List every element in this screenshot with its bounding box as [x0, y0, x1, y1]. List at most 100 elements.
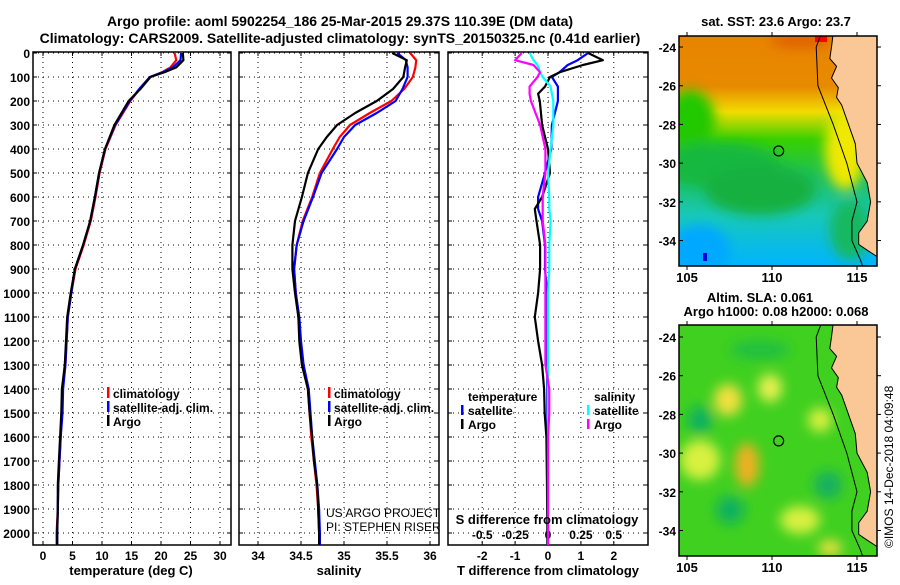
land — [829, 36, 877, 266]
sla-blob — [714, 384, 742, 416]
legend-s-satellite: satellite — [594, 404, 639, 418]
x-tick-label: -2 — [477, 549, 488, 563]
x-tick-label: 25 — [184, 549, 198, 563]
isobath-line — [815, 36, 864, 266]
land — [829, 325, 877, 556]
legend-temperature-title: temperature — [468, 390, 538, 404]
depth-tick-label: 0 — [23, 47, 30, 61]
depth-tick-label: 1600 — [3, 431, 30, 445]
isobath-line — [815, 325, 864, 556]
sla-map: -24 -26 -28 -30 -32 -34 105 110 115 — [659, 321, 881, 575]
legend-argo: Argo — [334, 415, 362, 429]
depth-tick-label: 200 — [10, 95, 30, 109]
map-frame — [678, 35, 878, 267]
sla-blob — [814, 471, 842, 499]
sla-features — [680, 340, 842, 556]
lon-tick-label: 105 — [676, 560, 698, 575]
temperature-line-satellite-adj — [56, 52, 183, 545]
sst-cold-spot — [703, 253, 707, 261]
legend-swatch-t-argo — [461, 419, 464, 429]
depth-tick-label: 500 — [10, 167, 30, 181]
depth-tick-label: 600 — [10, 191, 30, 205]
legend-swatch-climatology — [107, 387, 110, 398]
sla-blob — [818, 540, 842, 556]
legend-satellite-adj: satellite-adj. clim. — [113, 401, 213, 415]
x-tick-label: 15 — [125, 549, 139, 563]
sla-blob — [730, 340, 790, 360]
s-diff-axis-label: S difference from climatology — [456, 512, 640, 527]
legend-salinity-title: salinity — [594, 390, 636, 404]
lat-tick-label: -34 — [659, 524, 677, 538]
title-line-2: Climatology: CARS2009. Satellite-adjuste… — [40, 30, 641, 46]
sla-blob — [688, 406, 712, 434]
x-tick-label: 20 — [154, 549, 168, 563]
lon-tick-label: 105 — [676, 270, 698, 285]
sst-blob — [679, 225, 730, 266]
lat-tick-label: -24 — [659, 331, 677, 345]
credit-pi: PI: STEPHEN RISER — [326, 520, 441, 534]
s-diff-tick-label: -0.5 — [472, 528, 493, 542]
sla-map-title-1: Altim. SLA: 0.061 — [707, 290, 813, 305]
lat-tick-label: -28 — [659, 118, 677, 132]
x-tick-label: 10 — [95, 549, 109, 563]
map-field — [679, 36, 877, 266]
lon-tick-label: 110 — [762, 560, 783, 575]
diff-line-salinity-satellite — [528, 52, 555, 545]
salinity-legend: climatology satellite-adj. clim. Argo — [328, 387, 434, 429]
depth-tick-label: 400 — [10, 143, 30, 157]
sla-blob — [716, 496, 744, 524]
legend-climatology: climatology — [334, 387, 401, 401]
depth-tick-label: 2000 — [3, 527, 30, 541]
x-tick-label: 30 — [213, 549, 227, 563]
sst-blob — [770, 36, 830, 48]
temperature-axis-label: temperature (deg C) — [69, 563, 193, 578]
legend-s-argo: Argo — [594, 418, 622, 432]
lon-tick-label: 115 — [847, 270, 868, 285]
x-tick-label: 2 — [610, 549, 617, 563]
depth-tick-label: 700 — [10, 215, 30, 229]
x-tick-label: 0 — [40, 549, 47, 563]
depth-tick-label: 1000 — [3, 287, 30, 301]
sla-blob — [735, 443, 759, 487]
x-tick-label: 34 — [251, 549, 265, 563]
salinity-line-Argo — [291, 52, 408, 545]
depth-tick-label: 1400 — [3, 383, 30, 397]
depth-tick-label: 1900 — [3, 503, 30, 517]
panel-frame — [238, 51, 440, 546]
legend-swatch-s-argo — [587, 419, 590, 429]
salinity-line-satellite-adj — [293, 52, 409, 545]
difference-panel: -2 -1 0 1 2-0.5 -0.25 0 0.25 0.5 — [447, 51, 649, 563]
legend-swatch-satellite — [328, 401, 331, 412]
sst-blob — [679, 90, 715, 150]
legend-t-argo: Argo — [468, 418, 496, 432]
lat-tick-label: -26 — [659, 80, 677, 94]
sst-map-title: sat. SST: 23.6 Argo: 23.7 — [701, 14, 851, 29]
lat-tick-label: -34 — [659, 235, 677, 249]
legend-t-satellite: satellite — [468, 404, 513, 418]
s-diff-tick-label: 0.5 — [605, 528, 622, 542]
lat-tick-label: -28 — [659, 408, 677, 422]
salinity-axis-label: salinity — [317, 563, 363, 578]
legend-swatch-t-satellite — [461, 405, 464, 415]
panel-frame — [32, 51, 232, 546]
lon-tick-label: 110 — [762, 270, 783, 285]
legend-satellite-adj: satellite-adj. clim. — [334, 401, 434, 415]
salinity-line-climatology — [293, 52, 418, 546]
depth-tick-label: 1300 — [3, 359, 30, 373]
depth-tick-label: 100 — [10, 71, 30, 85]
x-tick-label: 0 — [545, 549, 552, 563]
lon-tick-label: 115 — [847, 560, 868, 575]
x-tick-label: 5 — [69, 549, 76, 563]
lat-tick-label: -30 — [659, 447, 677, 461]
sla-blob — [758, 374, 782, 402]
lat-tick-label: -32 — [659, 486, 677, 500]
sla-blob — [780, 506, 820, 534]
map-field — [679, 325, 877, 556]
x-tick-label: 35.5 — [375, 549, 399, 563]
argo-location-marker — [773, 435, 785, 447]
title-line-1: Argo profile: aoml 5902254_186 25-Mar-20… — [107, 13, 573, 29]
lat-tick-label: -30 — [659, 157, 677, 171]
x-tick-label: 1 — [578, 549, 585, 563]
sla-blob — [680, 440, 720, 480]
argo-location-marker — [773, 145, 785, 157]
